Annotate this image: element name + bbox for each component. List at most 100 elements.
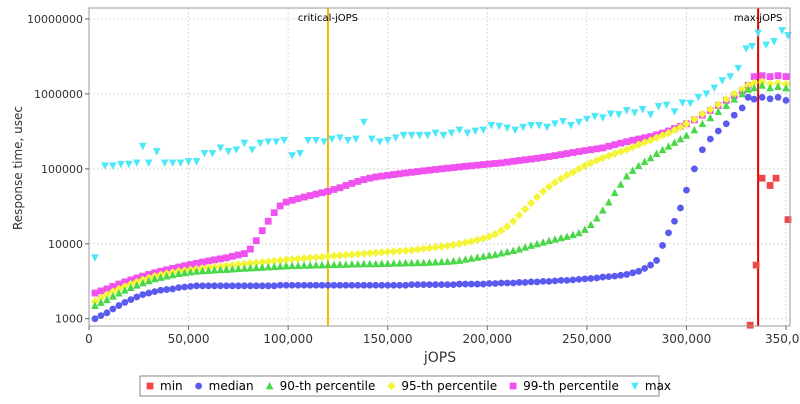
data-point bbox=[782, 96, 790, 104]
data-point bbox=[532, 192, 542, 202]
data-point bbox=[240, 250, 248, 257]
data-point bbox=[722, 120, 730, 128]
data-point bbox=[103, 285, 111, 293]
data-point bbox=[758, 72, 766, 80]
data-point bbox=[772, 174, 780, 182]
data-point bbox=[300, 193, 308, 201]
data-point bbox=[670, 138, 679, 146]
data-point bbox=[216, 144, 225, 152]
data-point bbox=[193, 282, 200, 290]
data-point bbox=[425, 243, 434, 253]
data-point bbox=[232, 146, 241, 154]
data-point bbox=[690, 125, 699, 134]
data-point bbox=[102, 290, 112, 299]
data-point bbox=[698, 146, 706, 154]
data-point bbox=[497, 249, 506, 257]
legend-frame bbox=[139, 375, 660, 397]
data-points bbox=[90, 27, 792, 329]
data-point bbox=[328, 135, 336, 144]
x-tick-label: 300,000 bbox=[662, 332, 712, 346]
data-point bbox=[568, 168, 578, 177]
data-point bbox=[305, 253, 315, 263]
data-point bbox=[611, 141, 619, 149]
data-point bbox=[360, 281, 368, 289]
data-point bbox=[258, 282, 266, 290]
data-point bbox=[754, 29, 762, 37]
data-point bbox=[181, 283, 188, 291]
data-point bbox=[569, 230, 577, 239]
legend-label: 90-th percentile bbox=[280, 379, 376, 393]
x-axis-label: jOPS bbox=[423, 350, 456, 366]
data-point bbox=[646, 153, 655, 162]
data-point bbox=[330, 186, 338, 193]
data-point bbox=[264, 282, 272, 290]
data-point bbox=[545, 153, 553, 160]
data-point bbox=[240, 282, 248, 290]
data-point bbox=[306, 192, 314, 199]
data-point bbox=[569, 276, 577, 284]
data-point bbox=[198, 266, 207, 275]
data-point bbox=[264, 217, 272, 225]
data-point bbox=[622, 107, 631, 115]
x-tick-label: 0 bbox=[85, 332, 93, 346]
legend-label: max bbox=[645, 379, 671, 393]
data-point bbox=[495, 122, 504, 131]
data-point bbox=[222, 265, 231, 273]
data-point bbox=[557, 276, 565, 284]
data-point bbox=[145, 289, 153, 297]
data-point bbox=[193, 259, 200, 267]
data-point bbox=[664, 142, 673, 150]
data-point bbox=[228, 252, 236, 260]
data-point bbox=[551, 120, 559, 128]
data-point bbox=[519, 123, 527, 132]
x-tick-label: 150,000 bbox=[363, 332, 413, 346]
data-point bbox=[311, 253, 321, 262]
y-axis-label: Response time, usec bbox=[11, 106, 25, 230]
data-point bbox=[774, 72, 782, 80]
data-point bbox=[217, 282, 224, 290]
data-point bbox=[258, 227, 266, 234]
legend-label: min bbox=[160, 379, 183, 393]
data-point bbox=[211, 282, 218, 290]
data-point bbox=[444, 164, 451, 172]
data-point bbox=[246, 282, 254, 290]
data-point bbox=[587, 220, 595, 229]
data-point bbox=[497, 159, 505, 167]
data-point bbox=[248, 146, 257, 154]
data-point bbox=[485, 232, 494, 241]
data-point bbox=[432, 166, 439, 173]
data-point bbox=[738, 104, 746, 112]
data-point bbox=[702, 90, 711, 98]
x-tick-label: 350,00 bbox=[765, 332, 800, 346]
data-point bbox=[635, 135, 643, 143]
data-point bbox=[342, 182, 350, 189]
data-point bbox=[264, 138, 273, 146]
data-point bbox=[678, 99, 687, 107]
data-point bbox=[431, 129, 440, 138]
data-point bbox=[521, 279, 529, 286]
legend-label: median bbox=[209, 379, 254, 393]
data-point bbox=[300, 281, 308, 289]
data-point bbox=[749, 78, 759, 88]
data-point bbox=[115, 280, 123, 288]
data-point bbox=[580, 161, 590, 170]
data-point bbox=[514, 211, 524, 220]
data-point bbox=[605, 142, 613, 150]
data-point bbox=[413, 258, 422, 267]
data-point bbox=[604, 151, 613, 160]
data-point bbox=[270, 256, 279, 266]
data-point bbox=[461, 238, 470, 247]
data-point bbox=[401, 258, 410, 267]
data-point bbox=[485, 251, 494, 259]
data-point bbox=[276, 202, 284, 210]
data-point bbox=[447, 129, 456, 138]
data-point bbox=[508, 217, 518, 226]
data-point bbox=[354, 177, 362, 185]
data-point bbox=[281, 255, 291, 265]
data-point bbox=[491, 280, 499, 287]
data-point bbox=[109, 162, 117, 170]
data-point bbox=[551, 277, 559, 285]
data-point bbox=[360, 176, 368, 183]
data-point bbox=[352, 135, 360, 144]
data-point bbox=[744, 85, 752, 93]
